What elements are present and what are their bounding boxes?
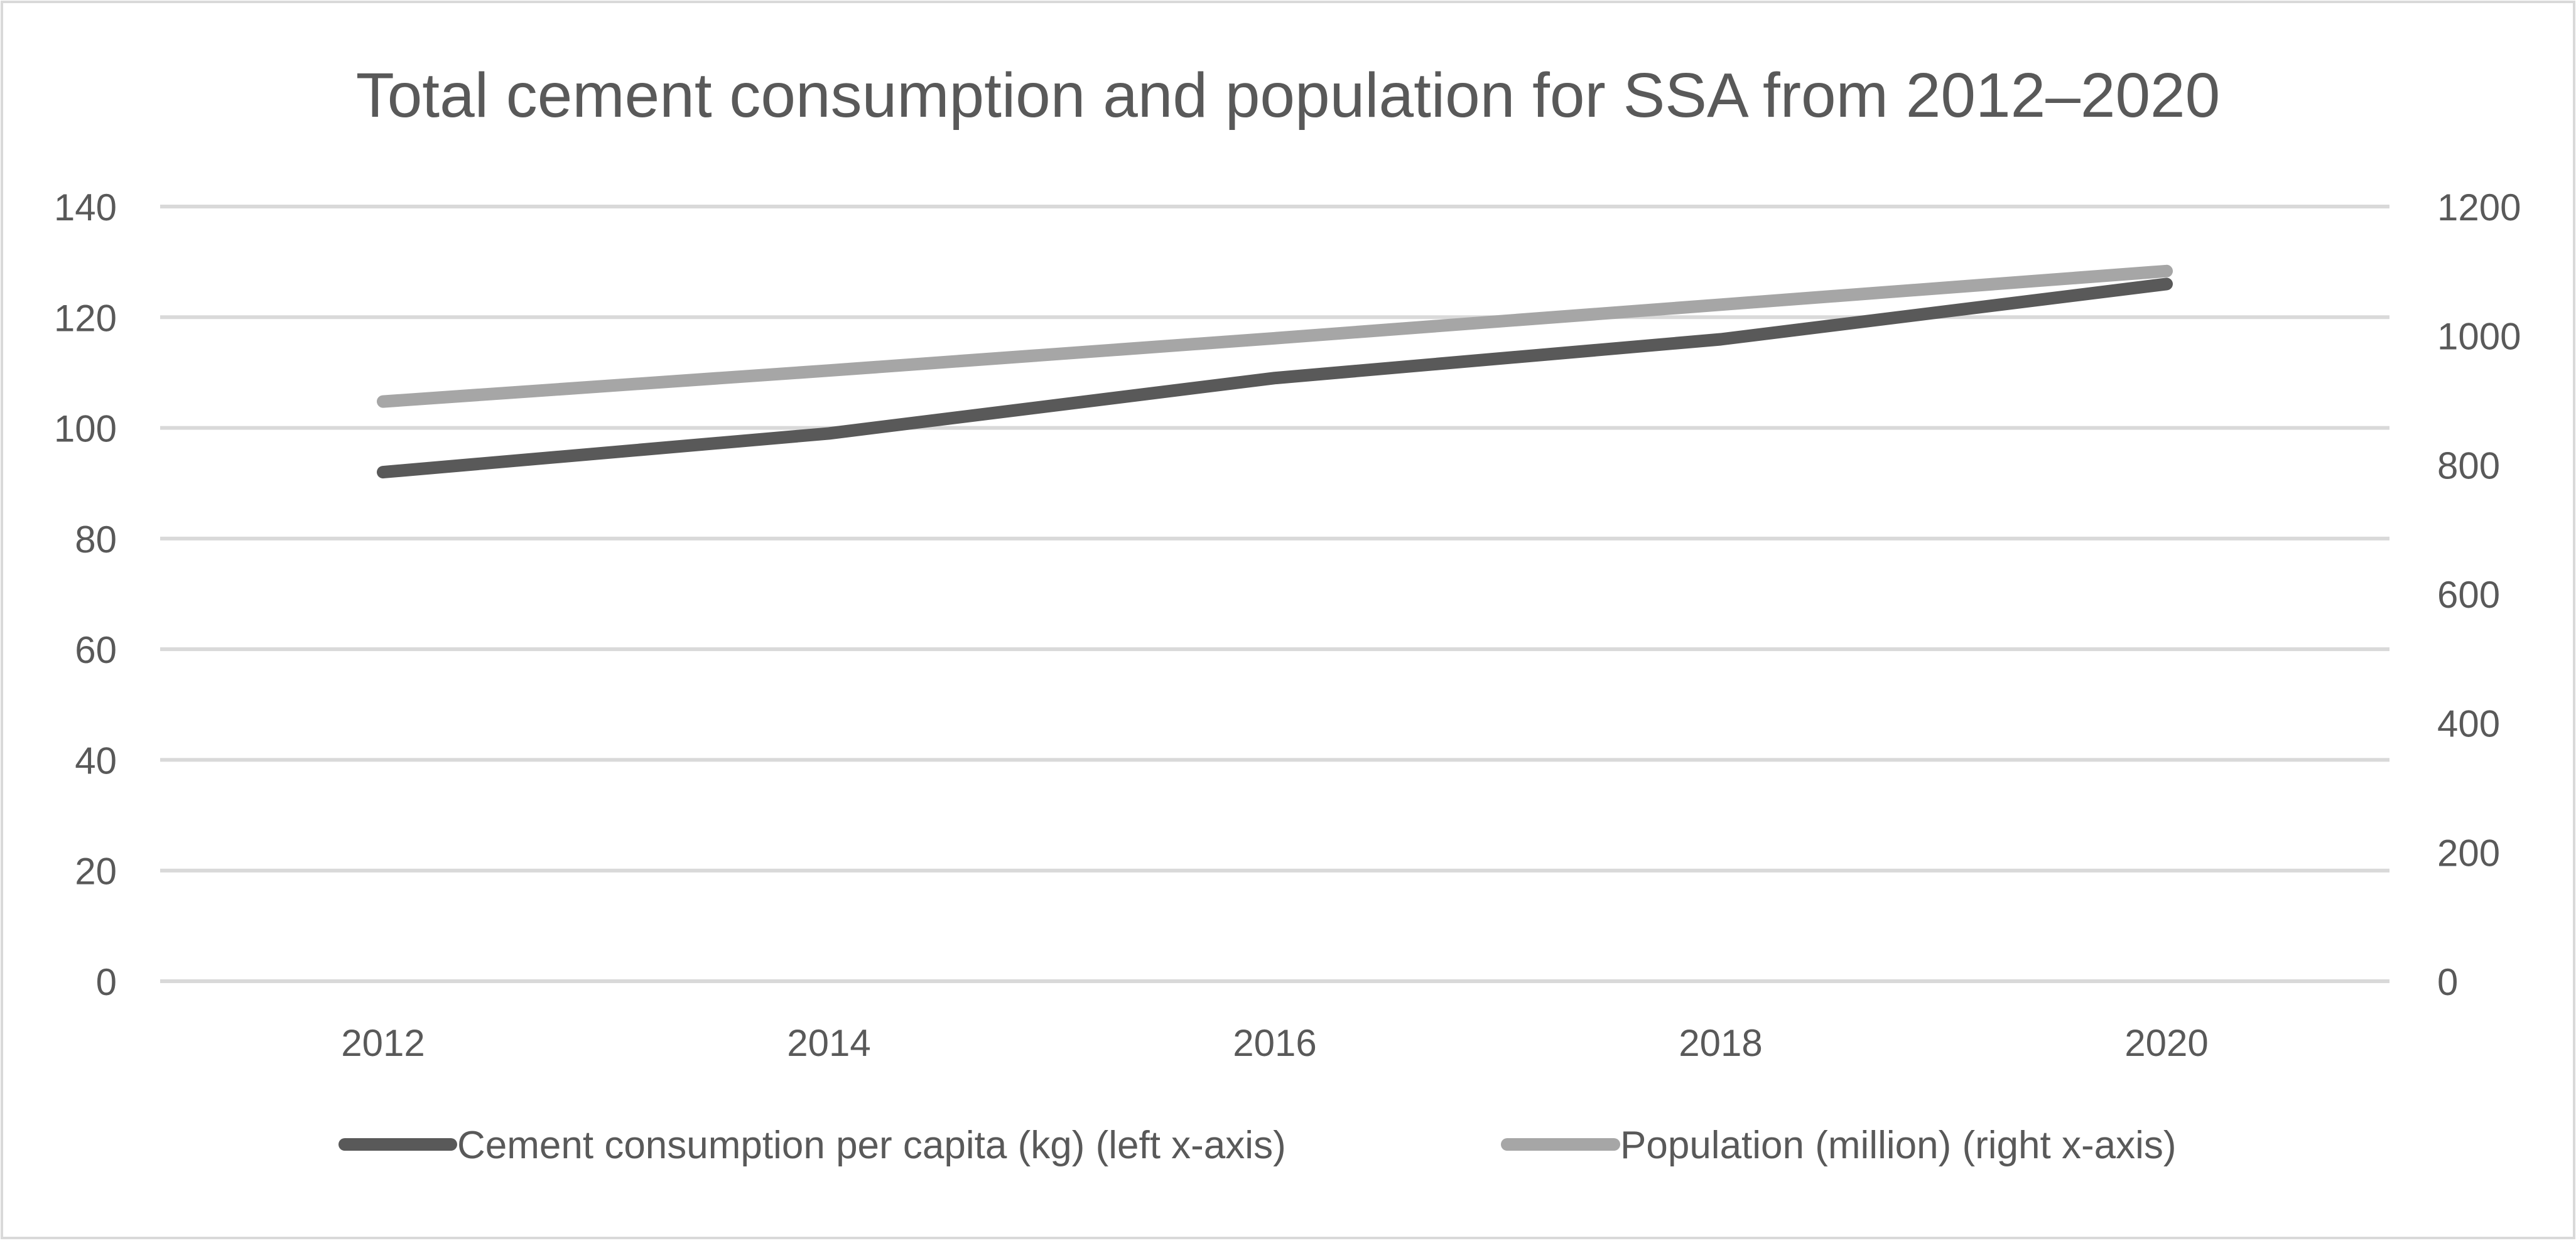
data-point xyxy=(382,401,384,402)
x-tick-label: 2018 xyxy=(1679,1022,1762,1064)
right-tick-label: 400 xyxy=(2437,703,2500,745)
left-tick-label: 80 xyxy=(75,519,117,561)
x-tick-label: 2012 xyxy=(341,1022,425,1064)
chart-title: Total cement consumption and population … xyxy=(356,60,2221,131)
legend-label: Population (million) (right x-axis) xyxy=(1620,1124,2177,1167)
data-point xyxy=(382,471,384,473)
right-tick-label: 1200 xyxy=(2437,186,2521,229)
right-axis-ticks: 0 200 400 600 800 1000 1200 xyxy=(2437,186,2521,1003)
legend: Cement consumption per capita (kg) (left… xyxy=(338,1124,2177,1167)
legend-item-cement: Cement consumption per capita (kg) (left… xyxy=(338,1124,1286,1167)
legend-item-population: Population (million) (right x-axis) xyxy=(1501,1124,2177,1167)
x-tick-label: 2020 xyxy=(2124,1022,2208,1064)
left-tick-label: 40 xyxy=(75,740,117,782)
right-tick-label: 600 xyxy=(2437,574,2500,616)
left-axis-ticks: 0 20 40 60 80 100 120 140 xyxy=(54,186,117,1003)
data-point xyxy=(828,370,830,371)
right-tick-label: 200 xyxy=(2437,832,2500,874)
right-tick-label: 800 xyxy=(2437,444,2500,487)
x-tick-label: 2014 xyxy=(787,1022,870,1064)
left-tick-label: 140 xyxy=(54,186,117,229)
left-tick-label: 0 xyxy=(96,961,117,1003)
data-point xyxy=(828,433,830,434)
left-tick-label: 20 xyxy=(75,851,117,893)
right-tick-label: 0 xyxy=(2437,961,2458,1003)
left-tick-label: 100 xyxy=(54,408,117,450)
right-tick-label: 1000 xyxy=(2437,316,2521,358)
gridlines xyxy=(160,205,2389,983)
left-tick-label: 60 xyxy=(75,629,117,671)
left-tick-label: 120 xyxy=(54,297,117,339)
x-axis-ticks: 2012 2014 2016 2018 2020 xyxy=(341,1022,2208,1064)
series-lines xyxy=(377,264,2173,479)
legend-label: Cement consumption per capita (kg) (left… xyxy=(457,1124,1286,1167)
x-tick-label: 2016 xyxy=(1233,1022,1316,1064)
